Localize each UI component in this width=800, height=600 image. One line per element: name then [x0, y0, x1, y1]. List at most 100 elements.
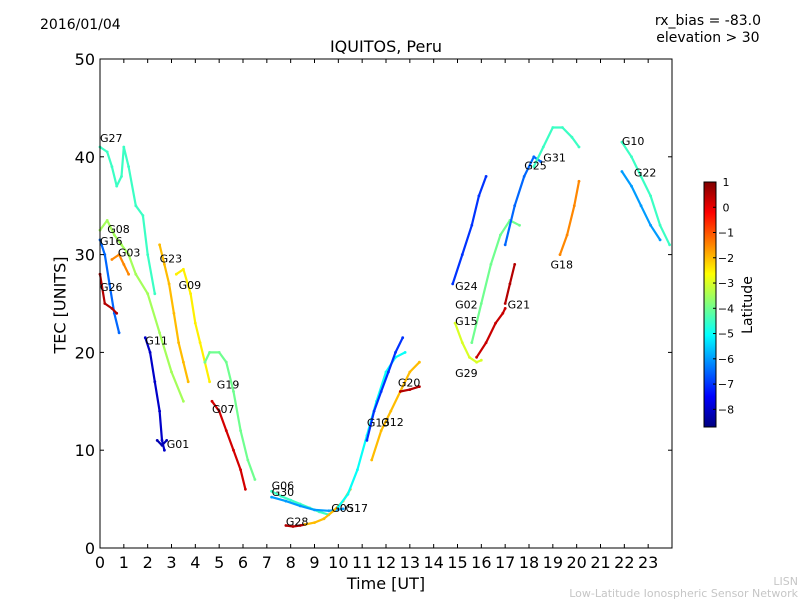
point-g18-1 — [565, 233, 569, 237]
point-g19-6 — [246, 458, 250, 462]
point-g19-4 — [232, 390, 235, 393]
point-g08-2 — [112, 233, 116, 237]
point-g13-1 — [372, 409, 376, 413]
x-tick-label-4: 4 — [190, 553, 200, 572]
point-g29-4 — [503, 307, 507, 310]
point-g05-1 — [313, 521, 316, 524]
point-g07-0 — [210, 399, 214, 403]
sat-label-g23: G23 — [160, 252, 183, 265]
cb-tick-label--5: −5 — [718, 328, 734, 341]
point-g09-3 — [193, 321, 197, 325]
colorbar-ticks: 1 0 −1 −2 −3 −4 −5 −6 −7 −8 — [713, 176, 734, 416]
x-tick-label-9: 9 — [309, 553, 319, 572]
point-g21-0 — [503, 302, 507, 305]
point-g07-2 — [224, 429, 228, 432]
x-tick-label-16: 16 — [471, 553, 491, 572]
series-g11 — [144, 336, 166, 452]
point-g29-2 — [494, 321, 497, 325]
point-g16-2 — [108, 282, 111, 286]
date-label: 2016/01/04 — [40, 17, 121, 33]
point-g12-1 — [379, 429, 383, 432]
point-g11-2 — [153, 380, 157, 384]
x-tick-label-1: 1 — [119, 553, 129, 572]
point-g22-2 — [639, 204, 643, 208]
x-tick-label-17: 17 — [495, 553, 515, 572]
y-tick-label-40: 40 — [75, 148, 95, 167]
sat-label-g16: G16 — [100, 235, 123, 248]
point-g08-3 — [120, 243, 123, 247]
point-g03-3 — [127, 272, 130, 276]
sat-label-g01: G01 — [167, 438, 190, 451]
series-g18 — [558, 180, 581, 256]
point-g11-5 — [163, 448, 166, 452]
point-g24-1 — [460, 253, 464, 256]
sat-label-g08: G08 — [107, 223, 130, 236]
point-g31-4 — [570, 135, 574, 139]
point-g31-0 — [532, 165, 536, 169]
point-g08-6 — [146, 292, 150, 296]
point-g17-2 — [356, 468, 359, 472]
point-g09-2 — [189, 292, 193, 296]
point-g08-8 — [170, 370, 173, 374]
point-g26-1 — [103, 302, 107, 305]
point-g29-1 — [484, 341, 488, 344]
point-g21-2 — [513, 263, 517, 266]
point-g05-3 — [332, 509, 335, 513]
point-g27-1 — [105, 150, 109, 154]
point-g15-4 — [479, 358, 483, 362]
series-g30 — [270, 496, 345, 512]
x-tick-label-0: 0 — [95, 553, 105, 572]
x-tick-label-7: 7 — [262, 553, 272, 572]
point-g31-2 — [551, 126, 555, 129]
plot-data — [98, 126, 671, 528]
point-g13-0 — [365, 439, 369, 442]
point-g10-4 — [658, 223, 662, 227]
sat-label-g09: G09 — [179, 279, 202, 292]
series-g13 — [365, 336, 404, 442]
point-g05-2 — [322, 517, 326, 521]
point-g03-2 — [122, 263, 126, 266]
point-g05-0 — [303, 523, 307, 526]
point-g31-1 — [541, 145, 545, 149]
y-ticks: 0 10 20 30 40 50 — [75, 50, 672, 558]
sat-label-g11: G11 — [145, 335, 168, 348]
point-g29-0 — [475, 355, 478, 359]
series-g03 — [110, 253, 130, 276]
sat-label-g21: G21 — [508, 298, 531, 311]
cb-tick-label--2: −2 — [718, 252, 734, 265]
point-g31-3 — [561, 126, 564, 129]
sat-label-g25: G25 — [524, 160, 547, 173]
point-g02-1 — [479, 302, 483, 305]
x-tick-label-2: 2 — [143, 553, 153, 572]
sat-label-g20: G20 — [398, 377, 421, 390]
point-g29-3 — [501, 311, 505, 315]
point-g17-1 — [346, 492, 350, 496]
series-g07 — [210, 400, 247, 491]
point-g25-2 — [522, 175, 526, 178]
point-g20-1 — [408, 388, 412, 391]
point-g03-0 — [110, 258, 114, 261]
point-g20-2 — [418, 385, 421, 388]
series-g19 — [203, 351, 256, 481]
point-g09-1 — [182, 267, 185, 271]
point-g30-4 — [327, 509, 331, 513]
point-g13-5 — [401, 336, 405, 340]
point-g24-0 — [451, 282, 455, 286]
point-g13-2 — [379, 390, 383, 393]
sat-label-g26: G26 — [100, 281, 123, 294]
sat-label-g07: G07 — [212, 403, 235, 416]
point-g23-4 — [177, 341, 181, 344]
x-ticks: 0 1 2 3 4 5 6 7 8 9 10 11 12 13 14 15 16 17 18 19 20 21 22 23 — [95, 59, 658, 572]
point-g13-3 — [387, 370, 390, 374]
point-g22-1 — [630, 184, 633, 188]
point-g25-1 — [513, 204, 517, 208]
point-g19-1 — [208, 351, 212, 354]
series-g26 — [98, 273, 118, 315]
point-g27-10 — [153, 292, 157, 296]
point-g03-1 — [117, 253, 121, 256]
point-g11-4 — [160, 439, 164, 442]
sat-label-g27: G27 — [100, 132, 123, 145]
point-g18-3 — [577, 179, 581, 183]
